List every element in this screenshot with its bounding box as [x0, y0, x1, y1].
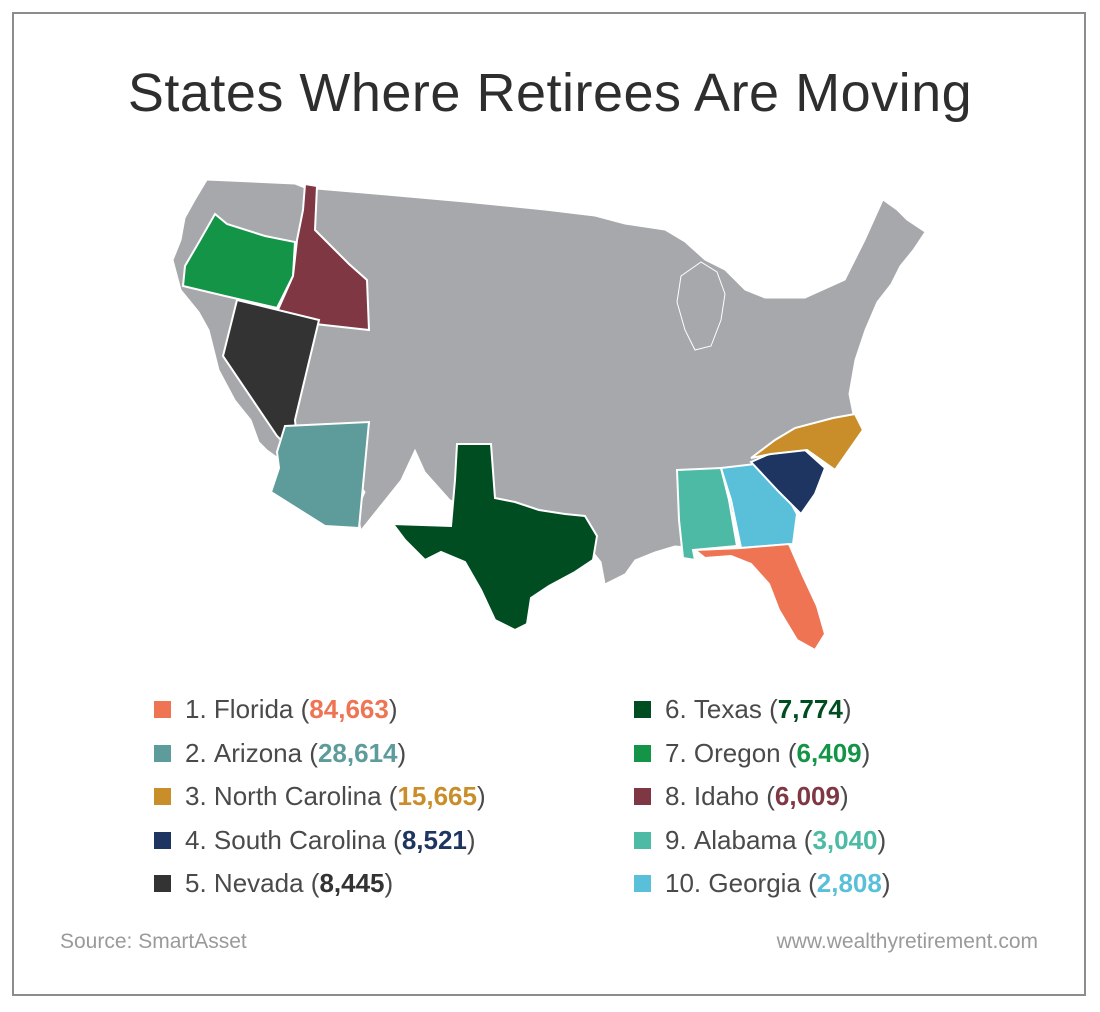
legend-state: Florida: [213, 694, 294, 725]
legend-value: 8,521: [401, 824, 467, 855]
legend-state: Oregon: [693, 737, 781, 768]
legend-rank: 2.: [185, 737, 207, 768]
legend-value: 2,808: [816, 868, 882, 899]
legend-state: Georgia: [708, 868, 801, 899]
legend-item-texas: 6. Texas (7,774): [634, 688, 891, 732]
florida-swatch: [154, 701, 171, 719]
legend-value: 7,774: [777, 694, 843, 725]
legend-rank: 4.: [185, 824, 207, 855]
idaho-shape: [275, 182, 371, 332]
alabama-swatch: [634, 831, 651, 849]
legend-rank: 7.: [665, 737, 687, 768]
idaho-swatch: [634, 788, 651, 806]
legend-left-column: 1. Florida (84,663) 2. Arizona (28,614) …: [154, 688, 486, 906]
legend-value: 3,040: [812, 824, 878, 855]
page-title: States Where Retirees Are Moving: [127, 63, 973, 123]
legend-rank: 8.: [665, 781, 687, 812]
michigan-shape: [676, 261, 726, 351]
legend-state: Arizona: [213, 737, 303, 768]
us-map: [172, 180, 926, 652]
legend-state: Alabama: [693, 824, 797, 855]
legend-value: 28,614: [317, 737, 398, 768]
texas-shape: [386, 443, 599, 632]
legend-item-florida: 1. Florida (84,663): [154, 688, 486, 732]
legend-state: Nevada: [213, 868, 304, 899]
legend-state: North Carolina: [213, 781, 382, 812]
south-carolina-swatch: [154, 831, 171, 849]
legend-item-arizona: 2. Arizona (28,614): [154, 732, 486, 776]
legend-rank: 9.: [665, 824, 687, 855]
source-credit: Source: SmartAsset: [60, 930, 247, 953]
legend-item-georgia: 10. Georgia (2,808): [634, 862, 891, 906]
north-carolina-shape: [750, 412, 865, 472]
north-carolina-swatch: [154, 788, 171, 806]
legend-rank: 5.: [185, 868, 207, 899]
website-credit: www.wealthyretirement.com: [776, 930, 1038, 953]
legend-value: 15,665: [397, 781, 477, 812]
legend-rank: 6.: [665, 694, 687, 725]
legend-value: 8,445: [319, 868, 385, 899]
legend-value: 6,009: [774, 781, 840, 812]
legend-rank: 1.: [185, 694, 207, 725]
texas-swatch: [634, 701, 651, 719]
legend-item-north-carolina: 3. North Carolina (15,665): [154, 775, 486, 819]
legend-state: Texas: [693, 694, 762, 725]
legend-rank: 10.: [665, 868, 702, 899]
legend-value: 6,409: [796, 737, 862, 768]
legend-item-nevada: 5. Nevada (8,445): [154, 862, 486, 906]
georgia-swatch: [634, 875, 651, 893]
florida-shape: [692, 542, 827, 652]
legend-item-south-carolina: 4. South Carolina (8,521): [154, 819, 486, 863]
legend-state: South Carolina: [213, 824, 386, 855]
oregon-swatch: [634, 744, 651, 762]
legend-value: 84,663: [309, 694, 389, 725]
legend-item-alabama: 9. Alabama (3,040): [634, 819, 891, 863]
legend-item-oregon: 7. Oregon (6,409): [634, 732, 891, 776]
legend-right-column: 6. Texas (7,774) 7. Oregon (6,409) 8. Id…: [634, 688, 891, 906]
legend-item-idaho: 8. Idaho (6,009): [634, 775, 891, 819]
arizona-swatch: [154, 744, 171, 762]
legend-rank: 3.: [185, 781, 207, 812]
oregon-shape: [181, 212, 297, 310]
arizona-shape: [269, 420, 371, 530]
nevada-swatch: [154, 875, 171, 893]
legend-state: Idaho: [693, 781, 759, 812]
